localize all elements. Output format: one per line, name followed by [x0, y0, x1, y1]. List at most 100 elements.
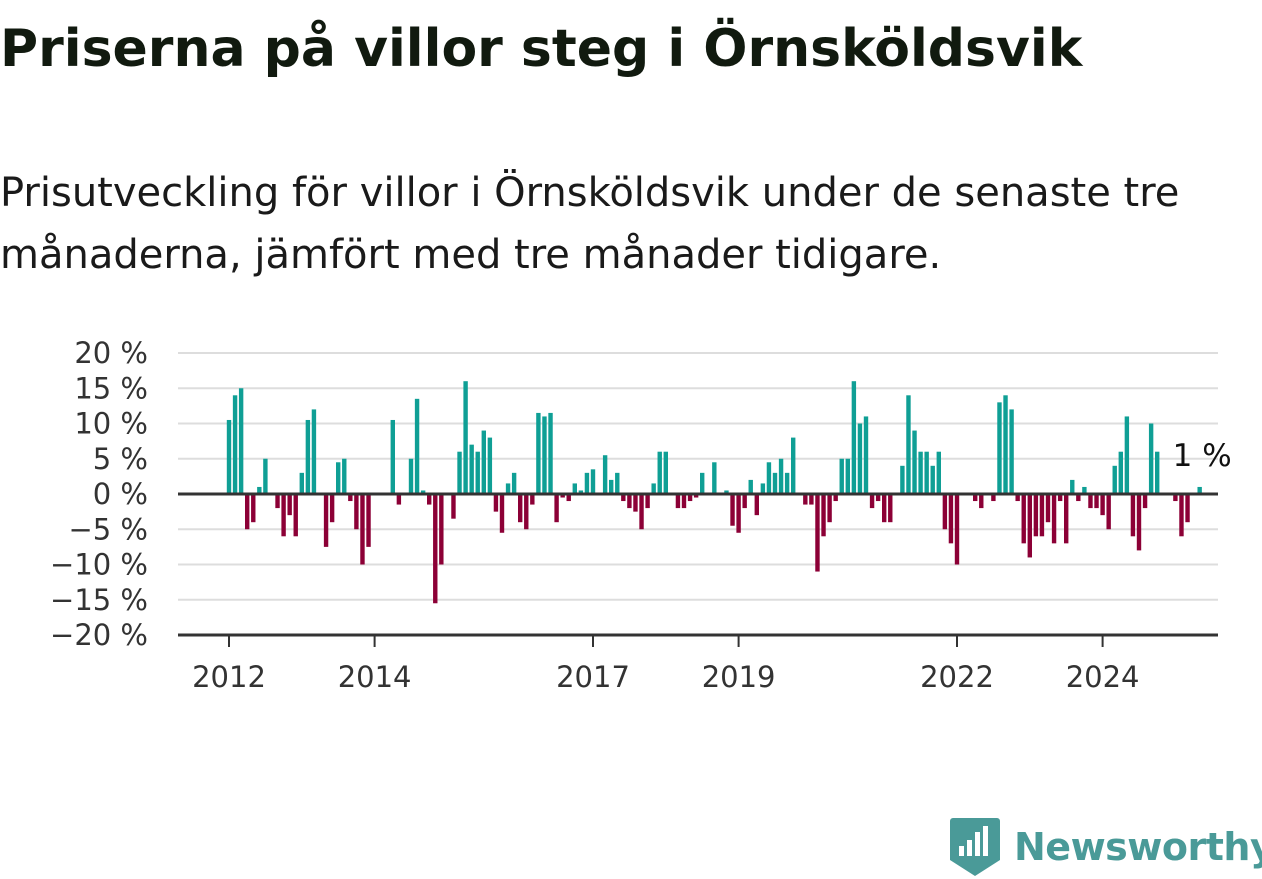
- bar: [1155, 451, 1160, 494]
- bar: [760, 483, 766, 494]
- bar: [1173, 494, 1178, 502]
- bar: [572, 483, 577, 494]
- bar: [1142, 494, 1148, 509]
- bar: [390, 419, 395, 494]
- bar: [912, 430, 917, 494]
- bar: [1197, 486, 1202, 494]
- bars: [226, 381, 1202, 604]
- bar: [287, 494, 292, 516]
- bar: [869, 494, 875, 509]
- bar: [791, 437, 796, 494]
- bar: [973, 494, 978, 502]
- bar: [639, 494, 644, 530]
- bar: [1179, 494, 1184, 537]
- bar: [281, 494, 286, 537]
- y-tick-label: 20 %: [74, 336, 148, 370]
- bar: [1118, 451, 1123, 494]
- bar: [821, 494, 826, 537]
- bar: [238, 388, 244, 494]
- bar: [1033, 494, 1039, 537]
- x-tick-label: 2019: [702, 660, 776, 694]
- bar: [584, 472, 590, 494]
- bar: [1130, 494, 1136, 537]
- bar: [463, 381, 468, 494]
- x-tick-label: 2012: [192, 660, 266, 694]
- bar: [602, 455, 608, 494]
- bar: [554, 494, 559, 523]
- gridlines: [178, 352, 1218, 601]
- bar: [457, 451, 462, 494]
- bar: [687, 494, 693, 502]
- axes: [178, 492, 1218, 647]
- bar: [354, 494, 359, 530]
- bar: [542, 416, 547, 494]
- bar: [475, 451, 480, 494]
- x-tick-label: 2014: [338, 660, 412, 694]
- bar: [1136, 494, 1142, 551]
- bar: [1185, 494, 1190, 523]
- bar: [518, 494, 523, 523]
- bar: [742, 494, 747, 509]
- bar: [851, 381, 857, 494]
- brand-name: Newsworthy: [1014, 825, 1262, 869]
- bar: [548, 412, 553, 494]
- bar: [505, 483, 511, 494]
- bar: [621, 494, 626, 502]
- bar: [809, 494, 814, 505]
- bar: [651, 483, 656, 494]
- bar: [930, 465, 935, 494]
- bar: [645, 494, 650, 509]
- bar: [784, 472, 790, 494]
- bar: [833, 494, 838, 502]
- bar: [530, 494, 535, 505]
- bar: [245, 494, 250, 530]
- bar: [857, 423, 863, 494]
- newsworthy-logo-icon: [950, 818, 1000, 876]
- bar: [329, 494, 335, 523]
- bar: [348, 494, 353, 502]
- bar: [778, 458, 784, 494]
- bar: [1045, 494, 1051, 523]
- x-tick-label: 2017: [556, 660, 630, 694]
- bar: [1112, 465, 1117, 494]
- x-tick-label: 2024: [1066, 660, 1140, 694]
- bar: [675, 494, 681, 509]
- bar: [839, 458, 844, 494]
- bar: [900, 465, 905, 494]
- bar: [1088, 494, 1093, 509]
- bar: [293, 494, 298, 537]
- bar: [275, 494, 280, 509]
- bar: [1015, 494, 1020, 502]
- bar: [427, 494, 432, 505]
- bar: [439, 494, 444, 565]
- bar: [627, 494, 632, 509]
- bar: [803, 494, 808, 505]
- bar: [263, 458, 268, 494]
- chart-subtitle: Prisutveckling för villor i Örnsköldsvik…: [0, 170, 1180, 278]
- bar: [748, 479, 753, 494]
- bar: [979, 494, 984, 509]
- bar: [469, 444, 474, 494]
- bar: [566, 494, 571, 502]
- bar: [590, 469, 596, 494]
- bar: [481, 430, 486, 494]
- bar: [1039, 494, 1045, 537]
- bar: [681, 494, 687, 509]
- bar: [524, 494, 529, 530]
- bar: [633, 494, 638, 512]
- bar: [700, 472, 705, 494]
- bar: [924, 451, 929, 494]
- y-tick-label: −15 %: [50, 583, 148, 617]
- bar: [657, 451, 662, 494]
- bar: [1100, 494, 1105, 516]
- bar: [815, 494, 820, 572]
- bar: [991, 494, 996, 502]
- bar: [609, 479, 614, 494]
- bar: [1094, 494, 1099, 509]
- bar: [1076, 494, 1081, 502]
- bar: [954, 494, 960, 565]
- bar: [1027, 494, 1032, 558]
- bar: [342, 458, 347, 494]
- bar: [663, 451, 668, 494]
- bar: [420, 490, 426, 494]
